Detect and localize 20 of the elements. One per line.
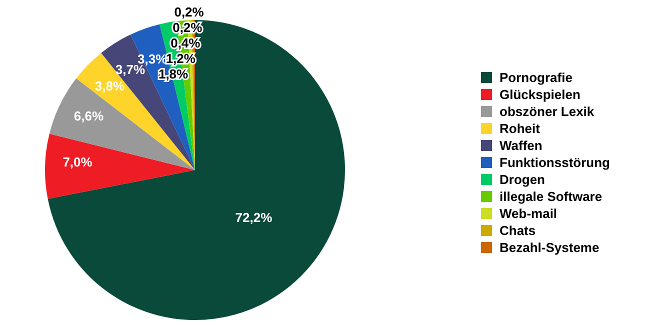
legend-label: illegale Software (498, 188, 604, 205)
legend-label: Glückspielen (498, 86, 582, 103)
legend-label: Waffen (498, 137, 544, 154)
legend-label: Chats (498, 222, 537, 239)
legend-label: Drogen (498, 171, 546, 188)
data-label: 6,6% (74, 108, 104, 124)
pie-slice (48, 20, 345, 320)
legend-label: obszöner Lexik (498, 103, 596, 120)
data-label: 1,8% (158, 66, 189, 82)
legend-label: Bezahl-Systeme (498, 239, 600, 256)
data-label: 3,3% (138, 51, 168, 66)
legend-label: Roheit (498, 120, 541, 137)
data-label: 7,0% (62, 154, 93, 170)
legend-label: Pornografie (498, 69, 574, 86)
data-label: 72,2% (235, 210, 273, 225)
pie-slice (45, 134, 195, 199)
legend-label: Funktionsstörung (498, 154, 610, 171)
data-label: 3,8% (94, 78, 125, 94)
data-label: 0,2% (174, 4, 204, 20)
legend-label: Web-mail (498, 205, 558, 222)
